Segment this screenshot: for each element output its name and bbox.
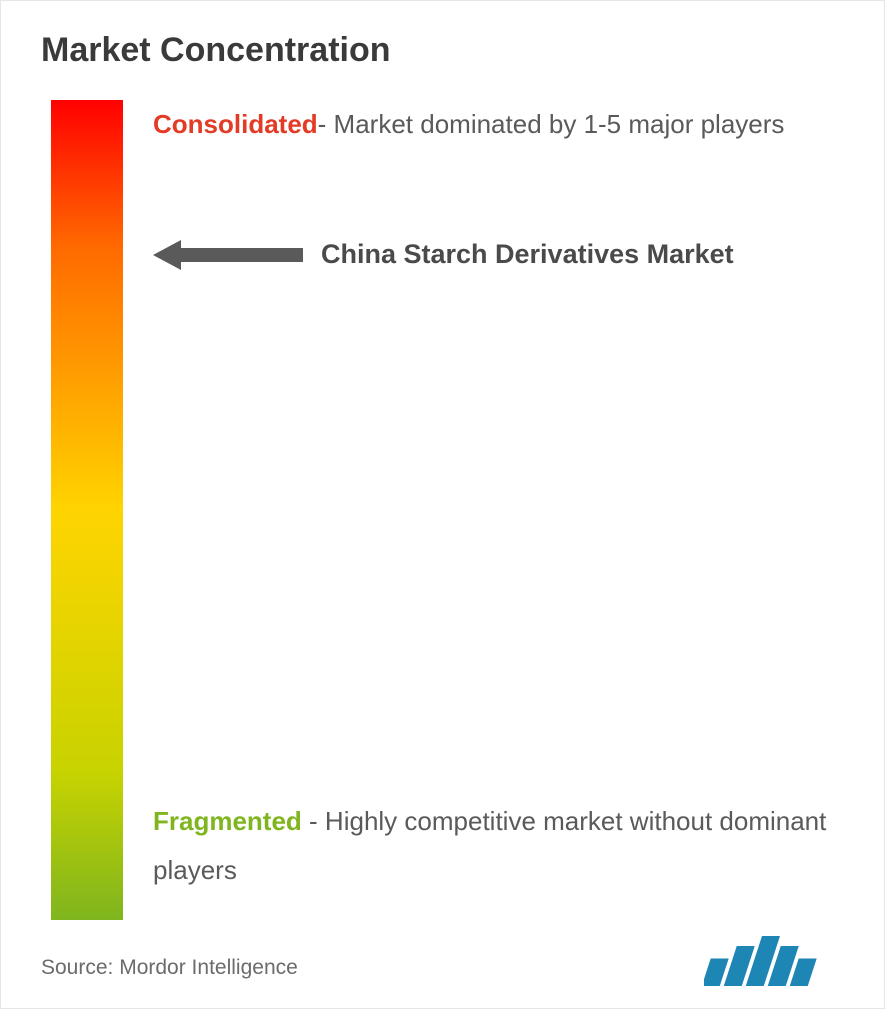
consolidated-lead: Consolidated bbox=[153, 109, 318, 139]
right-column: Consolidated- Market dominated by 1-5 ma… bbox=[123, 100, 844, 920]
market-concentration-card: Market Concentration Consolidated- Marke… bbox=[0, 0, 885, 1009]
fragmented-block: Fragmented - Highly competitive market w… bbox=[153, 797, 834, 896]
gradient-bar bbox=[51, 100, 123, 920]
source-text: Source: Mordor Intelligence bbox=[41, 956, 298, 980]
consolidated-rest: - Market dominated by 1-5 major players bbox=[318, 109, 785, 139]
consolidated-block: Consolidated- Market dominated by 1-5 ma… bbox=[153, 100, 834, 149]
brand-logo-icon bbox=[704, 936, 834, 986]
gradient-bar-wrap bbox=[51, 100, 123, 920]
pointer-row: China Starch Derivatives Market bbox=[153, 239, 834, 270]
card-body: Consolidated- Market dominated by 1-5 ma… bbox=[51, 100, 844, 920]
fragmented-lead: Fragmented bbox=[153, 806, 302, 836]
card-title: Market Concentration bbox=[41, 31, 844, 70]
pointer-label: China Starch Derivatives Market bbox=[321, 239, 734, 270]
arrow-left-icon bbox=[153, 240, 303, 270]
